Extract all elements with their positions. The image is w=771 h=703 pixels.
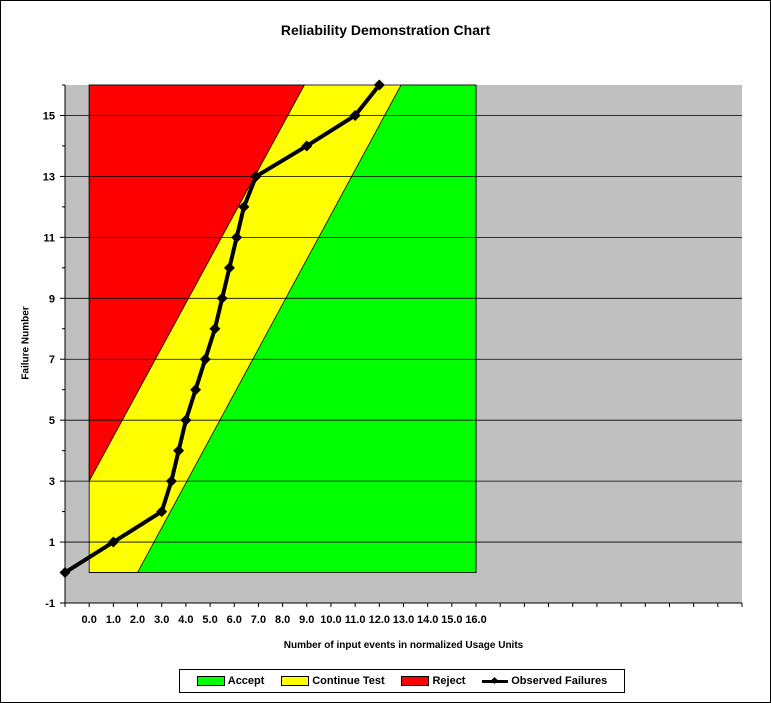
data-point: [156, 506, 168, 518]
x-tick-label: 16.0: [465, 614, 486, 626]
x-tick-label: 4.0: [178, 614, 193, 626]
region-accept: [89, 84, 477, 573]
x-tick-label: 0.0: [82, 614, 97, 626]
x-tick-label: 9.0: [299, 614, 314, 626]
x-tick-label: 13.0: [393, 614, 414, 626]
legend-swatch-reject: [401, 676, 430, 686]
legend-label-continue: Continue Test: [312, 675, 385, 687]
legend-item-observed: Observed Failures: [482, 675, 607, 687]
y-tick-label: 13: [43, 171, 55, 183]
y-tick-label: -1: [45, 598, 55, 610]
data-point: [238, 201, 250, 213]
legend: Accept Continue Test Reject Observed Fai…: [179, 669, 625, 693]
chart-title: Reliability Demonstration Chart: [280, 22, 491, 38]
legend-item-reject: Reject: [401, 675, 465, 687]
data-point: [59, 567, 71, 579]
data-point: [209, 323, 221, 335]
data-point: [165, 475, 177, 487]
x-tick-label: 1.0: [106, 614, 121, 626]
x-tick-label: 10.0: [320, 614, 341, 626]
data-point: [190, 384, 202, 396]
data-point: [250, 170, 262, 182]
y-tick-label: 9: [49, 293, 55, 305]
data-point: [231, 231, 243, 243]
x-tick-label: 15.0: [441, 614, 462, 626]
x-tick-label: 2.0: [130, 614, 145, 626]
x-tick-label: 5.0: [202, 614, 217, 626]
data-point: [373, 79, 385, 91]
data-point: [180, 414, 192, 426]
x-tick-label: 11.0: [345, 614, 366, 626]
legend-swatch-accept: [196, 676, 225, 686]
legend-item-accept: Accept: [196, 675, 265, 687]
y-tick-label: 7: [49, 354, 55, 366]
data-point: [223, 262, 235, 274]
x-tick-label: 3.0: [154, 614, 169, 626]
y-tick-label: 1: [49, 537, 55, 549]
x-tick-label: 14.0: [417, 614, 438, 626]
x-axis-label: Number of input events in normalized Usa…: [283, 640, 524, 651]
y-tick-label: 15: [43, 110, 55, 122]
legend-item-continue: Continue Test: [281, 675, 385, 687]
data-point: [216, 292, 228, 304]
legend-label-reject: Reject: [432, 675, 466, 687]
data-point: [301, 140, 313, 152]
x-tick-label: 7.0: [251, 614, 266, 626]
data-point: [173, 445, 185, 457]
y-tick-label: 11: [43, 232, 55, 244]
region-reject: [88, 84, 306, 482]
legend-swatch-continue: [281, 676, 310, 686]
y-tick-label: 3: [49, 476, 55, 488]
legend-label-accept: Accept: [227, 675, 265, 687]
x-tick-label: 6.0: [227, 614, 242, 626]
x-tick-label: 12.0: [369, 614, 390, 626]
data-point: [349, 109, 361, 121]
data-point: [199, 353, 211, 365]
x-tick-label: 8.0: [275, 614, 290, 626]
legend-swatch-observed: [482, 679, 509, 683]
y-tick-label: 5: [49, 415, 55, 427]
legend-label-observed: Observed Failures: [511, 675, 608, 687]
data-point: [107, 536, 119, 548]
